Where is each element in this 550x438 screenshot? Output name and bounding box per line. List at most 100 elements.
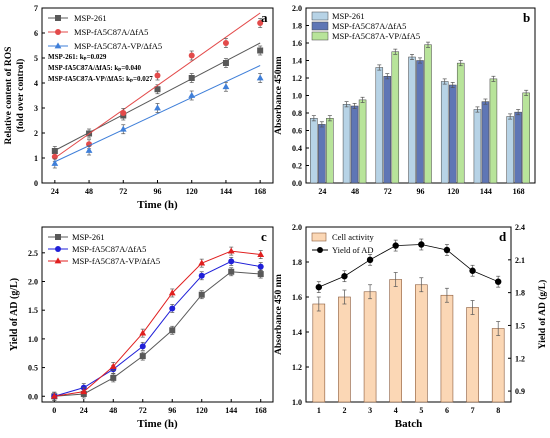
panel-c-xtick-label: 24 (80, 406, 88, 415)
panel-a-point (222, 40, 229, 46)
panel-d-frame (305, 226, 512, 403)
panel-b-bar (408, 56, 416, 184)
panel-d-y2tick-label: 1.8 (515, 289, 525, 298)
panel-a-ylabel: Relative content of ROS (4, 47, 14, 145)
panel-c-legend-marker (55, 246, 61, 252)
panel-a-legend-label: MSP-fA5C87A-VP/ΔfA5 (74, 41, 162, 51)
panel-d-y2tick-label: 2.4 (515, 223, 525, 232)
panel-d-yield-point (341, 273, 348, 280)
panel-b-bar (440, 81, 449, 184)
panel-a-legend-marker (54, 42, 62, 49)
panel-d-ytick-label: 1.4 (292, 328, 302, 337)
panel-b-bar (310, 118, 318, 184)
panel-c-point (257, 250, 265, 257)
panel-d-legend-label: Yield of AD (332, 245, 374, 255)
panel-c-ytick-label: 2.5 (28, 249, 38, 258)
panel-d-ytick-label: 1.8 (292, 258, 302, 267)
panel-a-point (188, 52, 195, 59)
panel-d-y2label: Yield of AD (g/L) (537, 280, 548, 350)
panel-c-ytick-label: 2.0 (28, 278, 38, 287)
panel-d-legend-label: Cell activity (332, 232, 375, 242)
panel-c-legend-marker (54, 257, 62, 264)
panel-a-xtick-label: 168 (254, 187, 266, 196)
panel-a-ytick-label: 7 (34, 4, 38, 13)
panel-c-ytick-label: 1.5 (28, 306, 38, 315)
panel-c-point (80, 388, 88, 395)
panel-a-letter: a (261, 10, 268, 25)
panel-d-yield-line (318, 244, 499, 288)
panel-d-bar (491, 328, 505, 403)
panel-d-xtick-label: 2 (342, 406, 346, 415)
panel-c-point (109, 362, 117, 369)
panel-c-xtick-label: 48 (109, 406, 117, 415)
panel-b-bar (358, 99, 367, 184)
panel-a-ytick-label: 0 (34, 179, 38, 188)
panel-a-legend-marker (55, 15, 61, 21)
panel-c-point (169, 327, 176, 334)
panel-a-xtick-label: 144 (220, 187, 232, 196)
panel-c-xtick-label: 120 (196, 406, 208, 415)
panel-b-bar (514, 111, 522, 184)
panel-a-point (51, 153, 58, 160)
panel-a-ytick-label: 1 (34, 154, 38, 163)
panel-a-point (154, 72, 161, 79)
panel-c-point (110, 374, 117, 381)
panel-c-point (139, 353, 146, 360)
panel-c-series-line-2 (54, 250, 261, 397)
panel-b-ytick-label: 1.2 (292, 74, 302, 83)
panel-b-letter: b (523, 10, 530, 25)
panel-a-point (257, 47, 264, 54)
panel-a-xtick-label: 48 (85, 187, 93, 196)
panel-a-legend-marker (55, 29, 61, 35)
panel-d-y2tick-label: 1.2 (515, 354, 525, 363)
panel-b-ytick-label: 2.0 (292, 4, 302, 13)
panel-b-ytick-label: 1.4 (292, 57, 302, 66)
panel-a-point (222, 83, 230, 90)
panel-a-legend-label: MSP-fA5C87A/ΔfA5 (74, 27, 148, 37)
panel-d-y2tick-label: 0.9 (515, 387, 525, 396)
panel-b-xtick-label: 96 (417, 187, 425, 196)
panel-b-ytick-label: 0.0 (292, 179, 302, 188)
panel-b-xtick-label: 120 (447, 187, 459, 196)
panel-b-ytick-label: 0.6 (292, 127, 302, 136)
panel-a-ylabel-line2: (fold over control) (15, 59, 26, 133)
panel-a-point (188, 75, 195, 81)
panel-d-yield-point (443, 246, 451, 254)
panel-b-bar (489, 78, 498, 184)
panel-c-point (139, 329, 147, 336)
panel-d-bar (415, 284, 428, 403)
panel-b-legend-label: MSP-fA5C87A/ΔfA5 (332, 21, 406, 31)
panel-c-series-line-0 (54, 271, 261, 397)
panel-d-ytick-label: 1.0 (292, 398, 302, 407)
panel-d-bar (440, 294, 454, 403)
panel-c-xtick-label: 96 (168, 406, 176, 415)
panel-c-point (228, 258, 235, 265)
panel-d-yield-point (418, 241, 425, 248)
panel-d-y2tick-label: 2.1 (515, 256, 525, 265)
panel-d-yield-point (494, 278, 502, 285)
panel-c-point (257, 263, 264, 270)
panel-a-point (257, 20, 264, 26)
panel-d-y2tick-label: 1.5 (515, 321, 525, 330)
panel-b-ytick-label: 0.8 (292, 109, 302, 118)
panel-d-yield-point (315, 283, 323, 291)
panel-d-yield-point (392, 242, 399, 249)
panel-d-xtick-label: 7 (471, 406, 475, 415)
panel-b-xtick-label: 72 (384, 187, 392, 196)
panel-b-bar (342, 104, 351, 184)
panel-c-point (50, 392, 58, 399)
panel-c-frame (41, 226, 274, 403)
panel-c-xtick-label: 144 (225, 406, 237, 415)
panel-c-ytick-label: 1.0 (28, 335, 38, 344)
panel-a-point (188, 91, 196, 98)
panel-a-point (51, 148, 58, 154)
panel-c-ytick-label: 0.5 (28, 364, 38, 373)
panel-b-xtick-label: 144 (480, 187, 492, 196)
panel-d-xtick-label: 6 (445, 406, 449, 415)
panel-c-point (227, 247, 235, 254)
panel-d-yield-point (469, 267, 476, 274)
panel-a-fit-line-1 (54, 12, 261, 159)
panel-a-point (222, 60, 229, 66)
panel-b-bar (424, 44, 432, 184)
